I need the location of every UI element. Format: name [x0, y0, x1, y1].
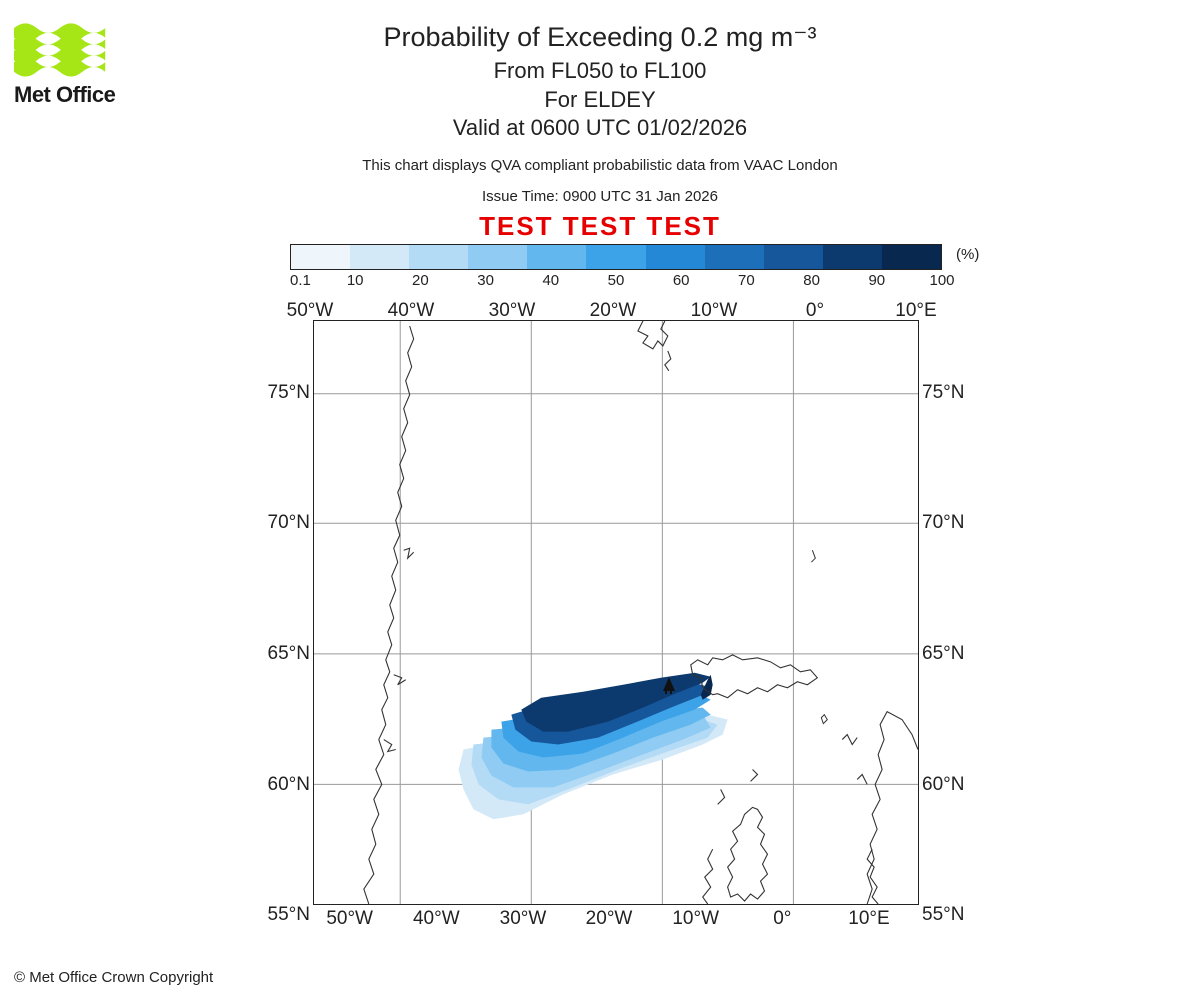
issue-time-label: Issue Time: 0900 UTC 31 Jan 2026	[0, 188, 1200, 205]
colorbar-segment	[646, 245, 705, 269]
latitude-tick-left: 65°N	[268, 643, 310, 665]
probability-colorbar	[290, 244, 942, 270]
longitude-tick-top: 0°	[806, 300, 824, 322]
colorbar-segment	[527, 245, 586, 269]
colorbar-tick-label: 60	[673, 272, 690, 289]
colorbar-tick-label: 80	[803, 272, 820, 289]
longitude-tick-top: 50°W	[287, 300, 334, 322]
colorbar-segment	[468, 245, 527, 269]
latitude-tick-right: 60°N	[922, 774, 964, 796]
ash-probability-plume	[459, 673, 728, 819]
chart-header: Probability of Exceeding 0.2 mg m⁻³ From…	[0, 22, 1200, 143]
colorbar-segment	[823, 245, 882, 269]
longitude-tick-bottom: 50°W	[326, 908, 373, 930]
longitude-tick-top: 30°W	[489, 300, 536, 322]
colorbar-container: 0.1 10 20 30 40 50 60 70 80 90 100 (%) 50°W 40°W 30°…	[290, 244, 942, 326]
uk-ireland-coastline	[703, 769, 768, 904]
faroe-islands-coastline	[821, 715, 827, 724]
chart-title: Probability of Exceeding 0.2 mg m⁻³	[0, 22, 1200, 53]
longitude-tick-bottom: 10°W	[672, 908, 719, 930]
colorbar-tick-label: 70	[738, 272, 755, 289]
chart-subtitle-line2: For ELDEY	[0, 86, 1200, 115]
colorbar-unit-label: (%)	[956, 246, 979, 263]
colorbar-segment	[350, 245, 409, 269]
chart-subtitle-line1: From FL050 to FL100	[0, 57, 1200, 86]
colorbar-tick-label: 30	[477, 272, 494, 289]
colorbar-tick-label: 20	[412, 272, 429, 289]
colorbar-segment	[291, 245, 350, 269]
colorbar-tick-label: 90	[868, 272, 885, 289]
test-watermark: TEST TEST TEST	[0, 211, 1200, 242]
longitude-tick-bottom: 40°W	[413, 908, 460, 930]
colorbar-tick-label: 0.1	[290, 272, 311, 289]
colorbar-segment	[882, 245, 941, 269]
longitude-axis-bottom-labels: 50°W 40°W 30°W 20°W 10°W 0° 10°E	[313, 908, 919, 934]
latitude-axis-right-labels: 75°N 70°N 65°N 60°N 55°N	[922, 320, 992, 905]
colorbar-segment	[586, 245, 645, 269]
colorbar-tick-label: 100	[929, 272, 954, 289]
coastline-overlay	[314, 321, 918, 904]
latitude-tick-left: 70°N	[268, 512, 310, 534]
copyright-footer: © Met Office Crown Copyright	[14, 969, 213, 986]
latitude-tick-left: 75°N	[268, 382, 310, 404]
colorbar-tick-label: 40	[542, 272, 559, 289]
latitude-tick-left: 60°N	[268, 774, 310, 796]
longitude-tick-top: 10°E	[895, 300, 936, 322]
longitude-tick-bottom: 20°W	[586, 908, 633, 930]
latitude-tick-right: 70°N	[922, 512, 964, 534]
latitude-axis-left-labels: 75°N 70°N 65°N 60°N 55°N	[240, 320, 310, 905]
probability-map	[313, 320, 919, 905]
colorbar-tick-labels: 0.1 10 20 30 40 50 60 70 80 90 100	[290, 270, 942, 290]
latitude-tick-right: 75°N	[922, 382, 964, 404]
longitude-tick-top: 40°W	[388, 300, 435, 322]
latitude-tick-left: 55°N	[268, 904, 310, 926]
denmark-coastline	[867, 849, 878, 904]
longitude-tick-top: 20°W	[590, 300, 637, 322]
chart-description: This chart displays QVA compliant probab…	[0, 157, 1200, 174]
chart-description-block: This chart displays QVA compliant probab…	[0, 157, 1200, 252]
norway-coastline	[842, 712, 918, 904]
latitude-tick-right: 55°N	[922, 904, 964, 926]
longitude-tick-bottom: 0°	[773, 908, 791, 930]
volcano-icon[interactable]	[659, 675, 679, 695]
svalbard-coastline	[638, 321, 671, 371]
jan-mayen-coastline	[811, 550, 815, 562]
longitude-tick-bottom: 30°W	[500, 908, 547, 930]
longitude-tick-bottom: 10°E	[848, 908, 889, 930]
chart-subtitle-line3: Valid at 0600 UTC 01/02/2026	[0, 114, 1200, 143]
colorbar-segment	[705, 245, 764, 269]
colorbar-tick-label: 50	[608, 272, 625, 289]
colorbar-tick-label: 10	[347, 272, 364, 289]
colorbar-segment	[764, 245, 823, 269]
longitude-tick-top: 10°W	[691, 300, 738, 322]
latitude-tick-right: 65°N	[922, 643, 964, 665]
colorbar-segment	[409, 245, 468, 269]
greenland-coastline	[364, 326, 414, 904]
